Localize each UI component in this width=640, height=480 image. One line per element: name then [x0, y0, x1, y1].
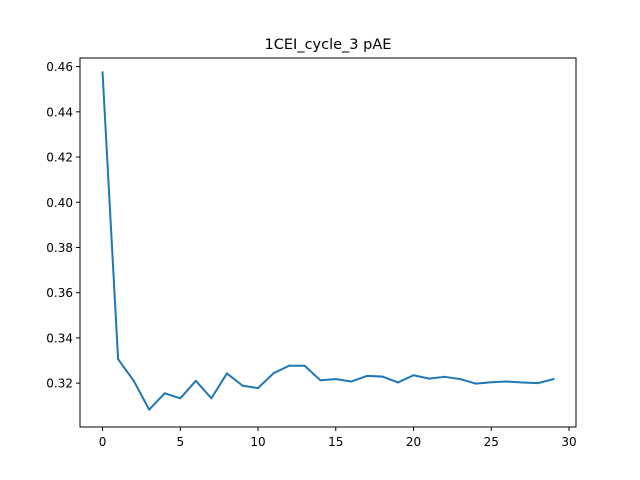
data-point [210, 397, 213, 400]
y-tick-label: 0.34 [46, 331, 73, 345]
data-point [241, 384, 244, 387]
data-point [365, 374, 368, 377]
data-point [412, 374, 415, 377]
plot-area-frame [79, 57, 577, 428]
data-point [505, 380, 508, 383]
data-point [194, 379, 197, 382]
data-point [225, 372, 228, 375]
y-tick-label: 0.42 [46, 151, 73, 165]
x-axis: 0 5 10 15 20 25 30 [99, 427, 577, 449]
data-point [521, 381, 524, 384]
y-tick-label: 0.46 [46, 60, 73, 74]
y-tick-label: 0.38 [46, 241, 73, 255]
data-point [350, 380, 353, 383]
data-point [443, 375, 446, 378]
data-point [288, 364, 291, 367]
data-point [132, 379, 135, 382]
y-tick-label: 0.40 [46, 196, 73, 210]
data-point [101, 71, 104, 74]
data-point [381, 375, 384, 378]
x-tick-label: 20 [406, 435, 421, 449]
data-point [552, 378, 555, 381]
x-tick-label: 5 [176, 435, 184, 449]
data-point [148, 408, 151, 411]
x-tick-label: 25 [484, 435, 499, 449]
data-point [303, 364, 306, 367]
data-point [490, 381, 493, 384]
y-tick-label: 0.36 [46, 286, 73, 300]
x-tick-label: 30 [561, 435, 576, 449]
data-point [536, 382, 539, 385]
series-line [101, 71, 555, 411]
x-tick-label: 10 [250, 435, 265, 449]
data-point [474, 382, 477, 385]
y-tick-label: 0.44 [46, 105, 73, 119]
x-tick-label: 15 [328, 435, 343, 449]
data-point [396, 381, 399, 384]
data-point [117, 358, 120, 361]
y-tick-label: 0.32 [46, 377, 73, 391]
y-axis: 0.32 0.34 0.36 0.38 0.40 0.42 0.44 0.46 [46, 60, 80, 391]
data-point [272, 372, 275, 375]
chart-title: 1CEI_cycle_3 pAE [265, 37, 392, 53]
x-tick-label: 0 [99, 435, 107, 449]
data-point [334, 378, 337, 381]
data-point [163, 392, 166, 395]
data-point [428, 377, 431, 380]
data-point [459, 378, 462, 381]
plot-series-layer [101, 71, 555, 411]
data-point [257, 387, 260, 390]
data-point [319, 379, 322, 382]
data-point [179, 397, 182, 400]
